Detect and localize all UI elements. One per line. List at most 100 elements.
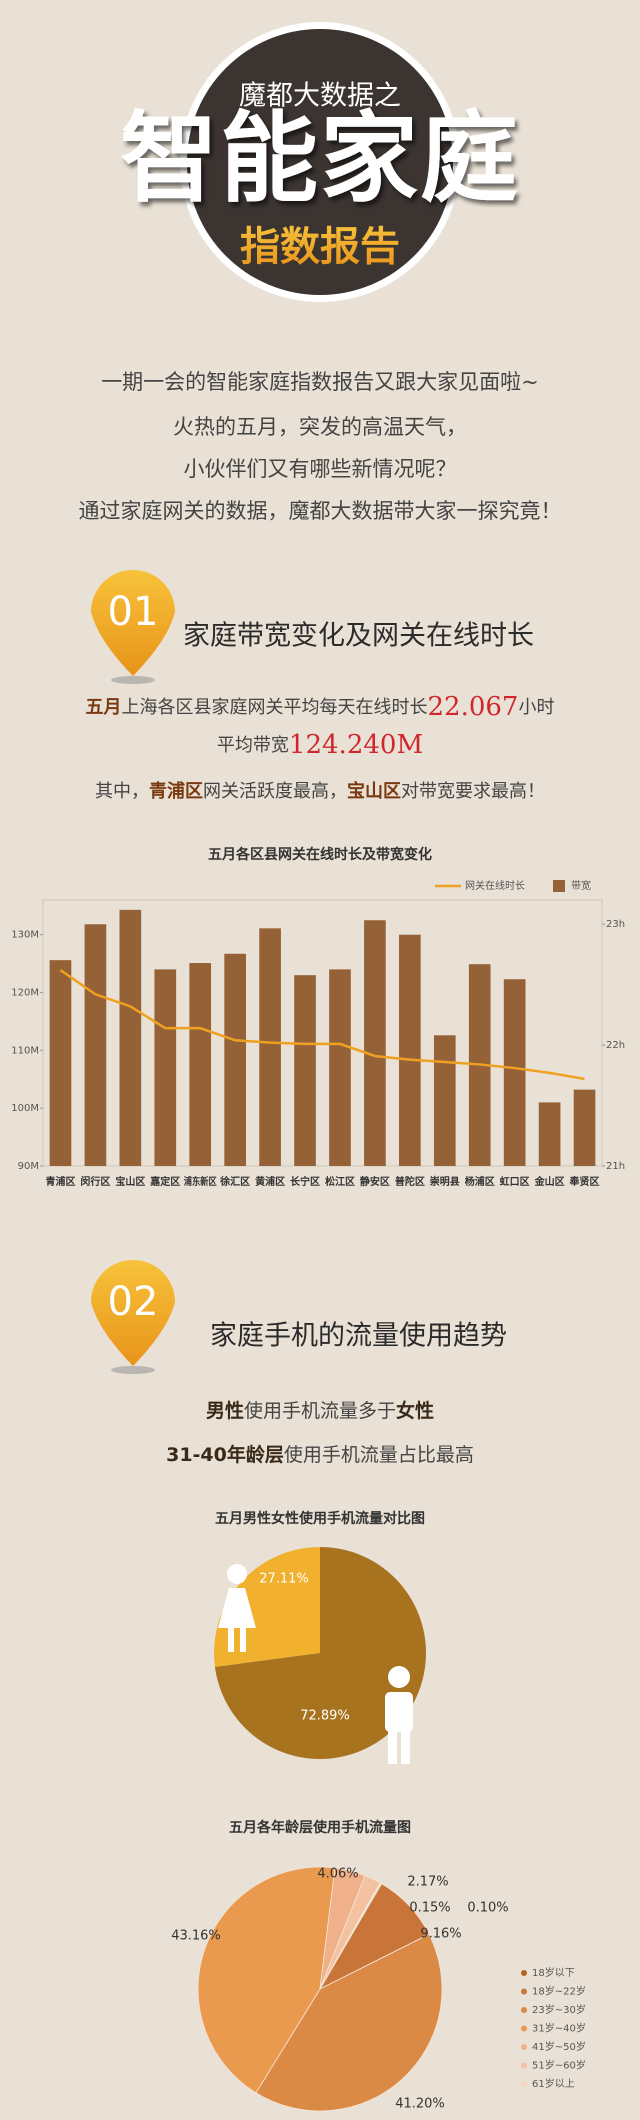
chart-title: 五月各年龄层使用手机流量图 bbox=[229, 1819, 411, 1836]
header-circle bbox=[187, 29, 453, 295]
text-bold: 五月 bbox=[86, 697, 122, 718]
male-icon bbox=[385, 1666, 413, 1764]
text-bold: 女性 bbox=[396, 1399, 434, 1422]
y-tick-label: 130M bbox=[11, 930, 39, 941]
legend-label: 61岁以上 bbox=[532, 2077, 575, 2090]
text: 平均带宽 bbox=[217, 735, 289, 756]
pie-chart: 0.10% 9.16% 41.20% 43.16% 4.06% 2.17% 0.15% 18岁… bbox=[171, 1867, 586, 2112]
badge-number: 02 bbox=[108, 1279, 159, 1325]
bar bbox=[119, 909, 142, 1166]
text-bold: 青浦区 bbox=[149, 780, 203, 802]
legend-label: 带宽 bbox=[571, 879, 591, 892]
pie-slice bbox=[197, 1866, 336, 2094]
badge-shadow bbox=[111, 1366, 155, 1374]
legend-swatch bbox=[521, 2081, 527, 2087]
x-tick-label: 浦东新区 bbox=[184, 1175, 217, 1188]
badge bbox=[90, 1259, 175, 1366]
bar bbox=[224, 953, 246, 1166]
y-tick-label: 100M bbox=[11, 1103, 39, 1114]
badge bbox=[90, 569, 175, 676]
header-subtitle: 魔都大数据之 bbox=[239, 81, 401, 112]
bar bbox=[189, 963, 212, 1166]
legend-swatch bbox=[521, 1970, 527, 1976]
pie-slice bbox=[319, 1882, 382, 1990]
legend-label: 23岁~30岁 bbox=[532, 2003, 586, 2016]
data-label: 72.89% bbox=[300, 1709, 350, 1724]
text: 小时 bbox=[518, 697, 554, 718]
legend-label: 41岁~50岁 bbox=[532, 2040, 586, 2053]
text-bold: 男性 bbox=[206, 1399, 244, 1422]
bar bbox=[538, 1102, 561, 1166]
legend-label: 31岁~40岁 bbox=[532, 2022, 586, 2035]
x-tick-label: 普陀区 bbox=[395, 1175, 425, 1188]
x-tick-label: 静安区 bbox=[360, 1175, 390, 1188]
section-text: 平均带宽124.240M bbox=[217, 730, 423, 760]
line bbox=[59, 969, 585, 1081]
data-label: 2.17% bbox=[407, 1875, 448, 1890]
header-title: 智能家庭 bbox=[120, 102, 520, 216]
section-text: 男性使用手机流量多于女性 bbox=[206, 1399, 434, 1422]
x-tick-label: 宝山区 bbox=[115, 1175, 145, 1188]
x-tick-label: 长宁区 bbox=[290, 1175, 320, 1188]
legend-swatch bbox=[521, 1988, 527, 1995]
text: 使用手机流量多于 bbox=[244, 1400, 396, 1422]
y2-tick-label: 22h bbox=[606, 1040, 625, 1051]
pie-slice bbox=[214, 1547, 427, 1759]
legend-swatch bbox=[521, 2007, 527, 2013]
y2-tick-label: 23h bbox=[606, 919, 625, 930]
bar bbox=[154, 969, 177, 1166]
text-highlight: 124.240M bbox=[289, 730, 423, 760]
legend-label: 18岁~22岁 bbox=[532, 1985, 586, 1998]
x-tick-label: 虹口区 bbox=[500, 1175, 530, 1188]
data-label: 43.16% bbox=[171, 1929, 221, 1944]
bar bbox=[433, 1035, 456, 1166]
x-tick-label: 黄浦区 bbox=[255, 1175, 285, 1188]
bar bbox=[84, 924, 107, 1166]
bar bbox=[49, 960, 72, 1166]
bar bbox=[573, 1089, 596, 1166]
x-tick-label: 徐汇区 bbox=[219, 1175, 250, 1188]
x-tick-label: 崇明县 bbox=[430, 1175, 460, 1188]
data-label: 9.16% bbox=[420, 1927, 461, 1942]
data-label: 0.10% bbox=[467, 1901, 508, 1916]
section-title: 家庭带宽变化及网关在线时长 bbox=[183, 621, 534, 652]
intro-line: 通过家庭网关的数据，魔都大数据带大家一探究竟！ bbox=[79, 499, 562, 523]
section-text: 五月上海各区县家庭网关平均每天在线时长22.067小时 bbox=[86, 692, 555, 722]
text: 对带宽要求最高！ bbox=[401, 781, 545, 802]
x-tick-label: 松江区 bbox=[325, 1175, 355, 1188]
x-tick-label: 奉贤区 bbox=[569, 1175, 600, 1188]
data-label: 4.06% bbox=[317, 1867, 358, 1882]
data-label: 41.20% bbox=[395, 2097, 445, 2112]
x-tick-label: 闵行区 bbox=[80, 1175, 110, 1188]
legend-swatch bbox=[553, 880, 565, 892]
bar bbox=[399, 934, 421, 1166]
female-icon bbox=[218, 1564, 256, 1652]
legend-swatch bbox=[521, 2062, 527, 2069]
x-tick-label: 嘉定区 bbox=[149, 1175, 180, 1188]
y-tick-label: 110M bbox=[11, 1045, 39, 1056]
bar bbox=[259, 928, 281, 1166]
legend-label: 网关在线时长 bbox=[465, 879, 525, 892]
badge-shadow bbox=[111, 676, 155, 684]
x-tick-label: 杨浦区 bbox=[465, 1175, 495, 1188]
legend-label: 51岁~60岁 bbox=[532, 2059, 586, 2072]
intro-line: 火热的五月，突发的高温天气， bbox=[173, 415, 467, 439]
text-bold: 31-40年龄层 bbox=[166, 1443, 284, 1466]
bar bbox=[503, 979, 526, 1166]
data-label: 27.11% bbox=[259, 1572, 309, 1587]
chart-title: 五月各区县网关在线时长及带宽变化 bbox=[208, 846, 432, 863]
text-bold: 宝山区 bbox=[347, 780, 401, 802]
y-tick-label: 120M bbox=[11, 988, 39, 999]
legend-swatch bbox=[521, 2044, 527, 2050]
x-tick-label: 青浦区 bbox=[45, 1175, 75, 1188]
text: 上海各区县家庭网关平均每天在线时长 bbox=[122, 697, 428, 718]
intro-line: 一期一会的智能家庭指数报告又跟大家见面啦~ bbox=[101, 370, 539, 394]
plot-frame bbox=[42, 899, 603, 1167]
chart-title: 五月男性女性使用手机流量对比图 bbox=[215, 1510, 425, 1527]
section-title: 家庭手机的流量使用趋势 bbox=[210, 1321, 507, 1352]
y-tick-label: 90M bbox=[18, 1161, 39, 1172]
badge-number: 01 bbox=[108, 589, 159, 635]
